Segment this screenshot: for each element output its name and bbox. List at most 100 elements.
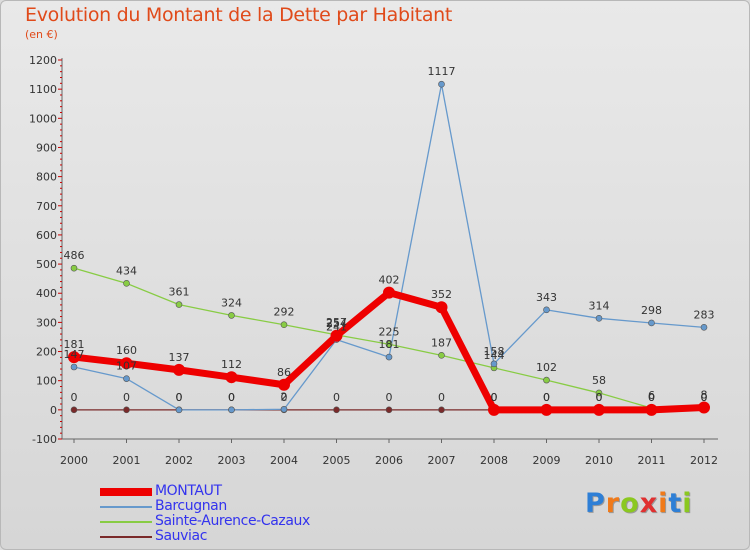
point-sainte-aurence-cazaux bbox=[385, 340, 393, 348]
point-montaut bbox=[68, 351, 80, 364]
data-label-sauviac: 0 bbox=[648, 391, 655, 404]
legend-label-sauviac: Sauviac bbox=[155, 528, 207, 544]
data-label-sainte-aurence-cazaux: 225 bbox=[379, 325, 400, 338]
legend-swatch-sauviac bbox=[100, 536, 152, 538]
data-label-sauviac: 0 bbox=[596, 391, 603, 404]
data-label-montaut: 8 bbox=[701, 389, 708, 402]
data-label-montaut: 402 bbox=[379, 274, 400, 287]
legend-label-barcugnan: Barcugnan bbox=[155, 498, 227, 514]
data-label-montaut: 254 bbox=[326, 317, 347, 330]
point-barcugnan bbox=[700, 324, 708, 331]
point-sainte-aurence-cazaux bbox=[70, 264, 78, 272]
point-barcugnan bbox=[543, 306, 550, 314]
data-label-sainte-aurence-cazaux: 187 bbox=[431, 336, 452, 349]
data-label-barcugnan: 107 bbox=[116, 360, 137, 373]
data-label-montaut: 0 bbox=[491, 391, 498, 404]
y-tick-label: 1200 bbox=[29, 54, 57, 67]
x-tick-label: 2000 bbox=[60, 454, 88, 467]
point-sainte-aurence-cazaux bbox=[543, 376, 550, 384]
x-tick-label: 2010 bbox=[585, 454, 613, 467]
y-tick-label: 300 bbox=[36, 316, 57, 329]
data-label-sainte-aurence-cazaux: 324 bbox=[221, 296, 242, 309]
data-label-barcugnan: 158 bbox=[484, 345, 505, 358]
point-montaut bbox=[225, 371, 238, 384]
data-label-sainte-aurence-cazaux: 434 bbox=[116, 264, 137, 277]
point-sauviac bbox=[123, 406, 130, 414]
point-montaut bbox=[120, 357, 133, 370]
point-montaut bbox=[645, 403, 658, 416]
point-montaut bbox=[698, 401, 710, 414]
y-tick-label: -100 bbox=[32, 433, 57, 446]
point-montaut bbox=[540, 403, 553, 416]
data-label-montaut: 181 bbox=[64, 338, 85, 351]
chart-title: Evolution du Montant de la Dette par Hab… bbox=[25, 4, 453, 26]
data-label-sauviac: 0 bbox=[123, 391, 130, 404]
data-label-montaut: 112 bbox=[221, 358, 242, 371]
point-sainte-aurence-cazaux bbox=[175, 301, 183, 308]
data-label-sainte-aurence-cazaux: 102 bbox=[536, 361, 557, 374]
data-label-montaut: 352 bbox=[431, 288, 452, 301]
y-tick-label: 700 bbox=[36, 200, 57, 213]
y-tick-label: 1100 bbox=[29, 83, 57, 96]
x-tick-label: 2006 bbox=[375, 454, 403, 467]
x-tick-label: 2012 bbox=[690, 454, 718, 467]
point-montaut bbox=[593, 403, 605, 416]
point-sainte-aurence-cazaux bbox=[438, 352, 445, 359]
y-tick-label: 600 bbox=[36, 229, 57, 242]
data-label-barcugnan: 1117 bbox=[428, 65, 456, 78]
x-tick-label: 2007 bbox=[428, 454, 456, 467]
point-sauviac bbox=[70, 406, 78, 414]
proxiti-logo: Proxiti bbox=[585, 488, 693, 519]
data-label-montaut: 0 bbox=[543, 391, 550, 404]
point-barcugnan bbox=[123, 375, 130, 382]
point-barcugnan bbox=[228, 406, 235, 414]
data-label-barcugnan: 298 bbox=[641, 304, 662, 317]
chart-subtitle: (en €) bbox=[25, 28, 58, 41]
x-tick-label: 2003 bbox=[218, 454, 246, 467]
data-label-montaut: 137 bbox=[169, 351, 190, 364]
legend-label-sainte-aurence-cazaux: Sainte-Aurence-Cazaux bbox=[155, 513, 310, 529]
point-sainte-aurence-cazaux bbox=[123, 280, 130, 287]
legend-swatch-montaut bbox=[100, 488, 152, 496]
data-label-sauviac: 0 bbox=[333, 391, 340, 404]
y-tick-label: 1000 bbox=[29, 112, 57, 125]
data-label-montaut: 0 bbox=[596, 391, 603, 404]
data-label-sainte-aurence-cazaux: 6 bbox=[648, 389, 655, 402]
point-montaut bbox=[173, 363, 185, 376]
point-sauviac bbox=[385, 406, 393, 414]
legend-label-montaut: MONTAUT bbox=[155, 483, 222, 499]
data-label-montaut: 86 bbox=[277, 366, 291, 379]
data-label-sainte-aurence-cazaux: 144 bbox=[484, 349, 505, 362]
x-tick-label: 2001 bbox=[113, 454, 141, 467]
data-label-sainte-aurence-cazaux: 0 bbox=[701, 391, 708, 404]
point-sainte-aurence-cazaux bbox=[228, 312, 235, 319]
data-label-sauviac: 0 bbox=[701, 391, 708, 404]
data-label-sauviac: 0 bbox=[281, 391, 288, 404]
y-tick-label: 500 bbox=[36, 258, 57, 271]
x-tick-label: 2011 bbox=[638, 454, 666, 467]
data-label-barcugnan: 283 bbox=[694, 308, 715, 321]
legend-swatch-barcugnan bbox=[100, 506, 152, 508]
data-label-sainte-aurence-cazaux: 486 bbox=[64, 249, 85, 262]
y-tick-label: 200 bbox=[36, 346, 57, 359]
point-sainte-aurence-cazaux bbox=[280, 321, 288, 329]
y-tick-label: 100 bbox=[36, 375, 57, 388]
data-label-sauviac: 0 bbox=[543, 391, 550, 404]
legend-swatch-sainte-aurence-cazaux bbox=[100, 521, 152, 523]
point-barcugnan bbox=[70, 363, 78, 371]
data-label-sainte-aurence-cazaux: 361 bbox=[169, 286, 190, 299]
point-sauviac bbox=[438, 406, 445, 414]
x-tick-label: 2005 bbox=[323, 454, 351, 467]
point-sainte-aurence-cazaux bbox=[595, 389, 603, 397]
data-label-barcugnan: 0 bbox=[228, 391, 235, 404]
data-label-sauviac: 0 bbox=[228, 391, 235, 404]
point-barcugnan bbox=[438, 80, 445, 88]
x-tick-label: 2009 bbox=[533, 454, 561, 467]
data-label-sainte-aurence-cazaux: 292 bbox=[274, 306, 295, 319]
data-label-sauviac: 0 bbox=[386, 391, 393, 404]
point-sauviac bbox=[333, 406, 340, 414]
data-label-barcugnan: 241 bbox=[326, 321, 347, 334]
data-label-barcugnan: 0 bbox=[176, 391, 183, 404]
